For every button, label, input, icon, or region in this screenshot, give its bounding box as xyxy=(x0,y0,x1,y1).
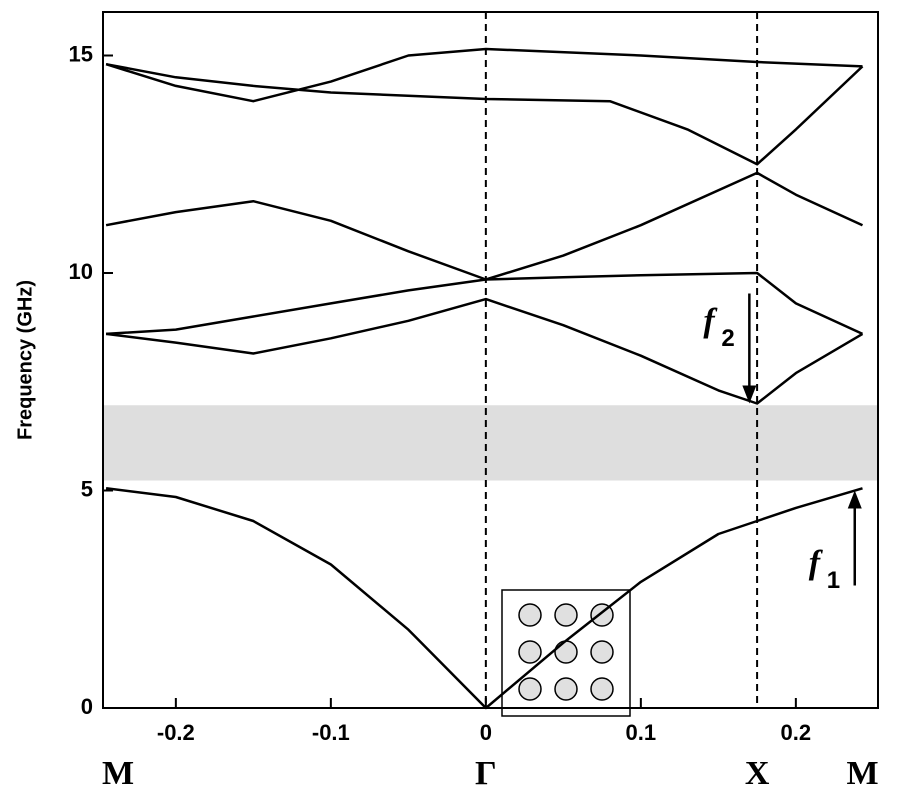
y-tick-label: 5 xyxy=(81,476,93,501)
annotation-sub: 1 xyxy=(827,567,840,594)
band-curve xyxy=(105,297,864,405)
inset-rods xyxy=(518,603,614,701)
band-curve xyxy=(105,487,863,710)
band-curve xyxy=(105,171,864,281)
x-tick-label: 0 xyxy=(480,720,492,745)
symmetry-label: M xyxy=(846,755,878,792)
band-curve xyxy=(105,47,863,103)
band-gap xyxy=(103,405,878,481)
x-tick-label: 0.1 xyxy=(626,720,657,745)
symmetry-label: X xyxy=(745,755,770,792)
x-tick-label: -0.2 xyxy=(157,720,195,745)
x-tick-label: 0.2 xyxy=(781,720,812,745)
annotation-sub: 2 xyxy=(721,325,734,352)
inset-box xyxy=(501,589,631,717)
symmetry-label: Γ xyxy=(475,755,497,792)
symmetry-label: M xyxy=(102,755,134,792)
rod xyxy=(590,640,614,664)
y-tick-label: 0 xyxy=(81,694,93,719)
band-curve xyxy=(105,62,864,166)
rod xyxy=(518,677,542,701)
rod xyxy=(554,640,578,664)
lattice-inset xyxy=(501,589,631,717)
y-tick-label: 15 xyxy=(69,41,93,66)
rod xyxy=(554,603,578,627)
arrow-head xyxy=(742,385,757,404)
plot-frame xyxy=(102,11,879,709)
rod xyxy=(554,677,578,701)
y-axis-label: Frequency (GHz) xyxy=(14,280,36,440)
arrow-head xyxy=(847,490,862,509)
annotation-label: f xyxy=(809,544,824,581)
annotation-label: f xyxy=(703,302,718,339)
rod xyxy=(518,640,542,664)
y-tick-label: 10 xyxy=(69,259,93,284)
rod xyxy=(518,603,542,627)
x-tick-label: -0.1 xyxy=(312,720,350,745)
rod xyxy=(590,677,614,701)
